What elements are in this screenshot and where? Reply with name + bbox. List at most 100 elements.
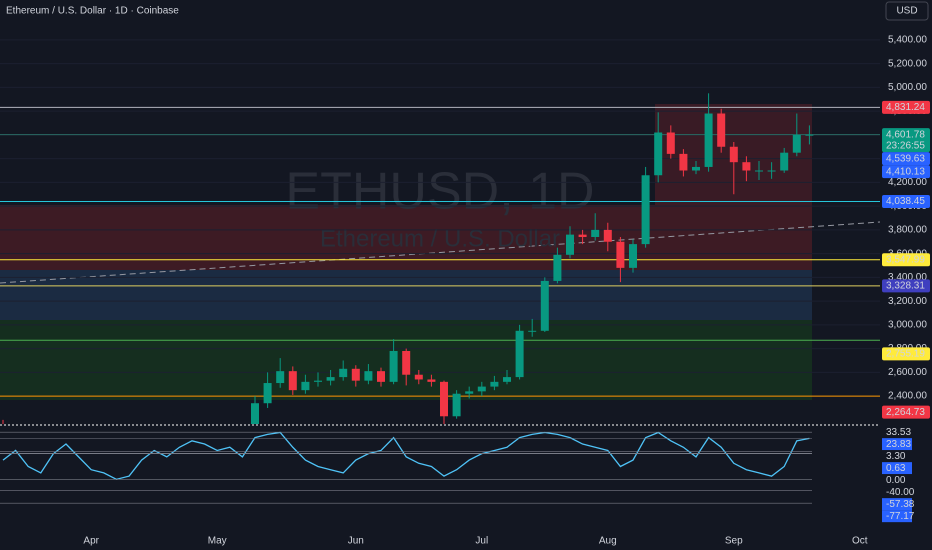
candle-body — [263, 383, 272, 404]
osc-label: 0.00 — [886, 475, 906, 486]
osc-label-bg — [882, 474, 912, 487]
candle-body — [427, 379, 436, 382]
candle-body — [717, 113, 726, 147]
candle-body — [780, 152, 789, 171]
price-label: 4,831.24 — [886, 102, 925, 113]
candle-body — [452, 393, 461, 417]
candle-body — [389, 350, 398, 382]
osc-label-bg — [882, 450, 912, 463]
osc-label: 33.53 — [886, 427, 911, 438]
x-tick-label: Aug — [599, 536, 617, 547]
osc-label: -40.00 — [886, 487, 915, 498]
x-tick-label: Sep — [725, 536, 743, 547]
candle-body — [326, 377, 335, 381]
candle-body — [251, 403, 259, 424]
osc-label-bg — [882, 426, 912, 439]
watermark: ETHUSD, 1D — [285, 163, 594, 221]
trend-line — [0, 221, 881, 284]
currency[interactable]: USD — [896, 6, 917, 17]
price-label: 2,264.73 — [886, 407, 925, 418]
countdown: 23:26:55 — [886, 140, 925, 151]
candle-body — [629, 244, 637, 268]
y-tick-label: 2,400.00 — [888, 391, 927, 402]
price-label: 4,601.78 — [886, 129, 925, 140]
candle-body — [805, 134, 814, 136]
candle-body — [553, 254, 562, 281]
candle-body — [540, 280, 549, 331]
price-label-bg — [882, 195, 930, 209]
oscillator — [0, 431, 812, 504]
candle-body — [616, 241, 625, 268]
candle-body — [591, 229, 600, 237]
price-label-bg — [882, 165, 930, 179]
y-tick-label: 3,400.00 — [888, 272, 927, 283]
y-tick-label: 2,600.00 — [888, 367, 927, 378]
candle-body — [503, 377, 511, 382]
candle-body — [679, 153, 688, 171]
osc-label: 3.30 — [886, 451, 906, 462]
osc-label-bg — [882, 438, 912, 451]
candle-body — [641, 175, 650, 245]
candle-body — [603, 229, 612, 242]
price-label: 4,539.63 — [886, 153, 925, 164]
price-label-bg — [882, 253, 930, 267]
x-tick-label: May — [208, 536, 227, 547]
candle-body — [704, 113, 713, 167]
candle-body — [339, 368, 348, 378]
price-label-bg — [882, 100, 930, 114]
price-label: 2,755.19 — [886, 349, 925, 360]
zone-blue — [0, 270, 812, 320]
candle-body — [288, 371, 297, 391]
osc-label: -57.38 — [886, 499, 915, 510]
zone-red — [0, 205, 812, 270]
price-label-bg — [882, 152, 930, 166]
price-label-bg — [882, 347, 930, 361]
x-tick-label: Apr — [83, 536, 99, 547]
candle-body — [477, 386, 486, 392]
candle-body — [402, 350, 411, 375]
candle-body — [414, 374, 423, 380]
x-tick-label: Oct — [852, 536, 868, 547]
candle-body — [440, 381, 448, 417]
candle-body — [692, 166, 700, 171]
chart-title: Ethereum / U.S. Dollar · 1D · Coinbase — [6, 6, 179, 17]
osc-label-bg — [882, 486, 912, 499]
price-label: 3,547.99 — [886, 254, 925, 265]
y-tick-label: 5,400.00 — [888, 35, 927, 46]
y-tick-label: 5,200.00 — [888, 58, 927, 69]
candle-body — [528, 330, 537, 332]
price-label: 3,328.31 — [886, 281, 925, 292]
oscillator-line — [2, 431, 810, 481]
candle-body — [654, 132, 663, 176]
price-label: 4,038.45 — [886, 196, 925, 207]
candles — [2, 93, 814, 424]
price-label-bg — [882, 279, 930, 293]
candle-body — [465, 391, 474, 394]
candle-body — [377, 371, 385, 382]
axis-labels: 2,400.002,600.002,800.003,000.003,200.00… — [83, 35, 930, 547]
candle-body — [301, 381, 310, 391]
currency-button[interactable] — [885, 1, 929, 21]
candle-body — [515, 330, 524, 378]
candle-body — [666, 132, 675, 154]
candle-body — [767, 170, 776, 172]
candle-body — [566, 234, 574, 255]
osc-label-bg — [882, 498, 912, 511]
candle-body — [755, 170, 763, 172]
candle-body — [729, 146, 738, 163]
price-label: 4,410.13 — [886, 166, 925, 177]
osc-label-bg — [882, 462, 912, 475]
candle-body — [276, 371, 285, 384]
osc-label: 23.83 — [886, 439, 911, 450]
candle-body — [792, 134, 801, 153]
price-label-bg — [882, 128, 930, 153]
price-label-bg — [882, 405, 930, 419]
candle-body — [578, 234, 587, 237]
x-tick-label: Jul — [475, 536, 488, 547]
candle-body — [490, 381, 499, 387]
levels — [0, 106, 880, 397]
y-tick-label: 3,800.00 — [888, 225, 927, 236]
candle-body — [742, 162, 751, 171]
candle-body — [314, 380, 322, 382]
